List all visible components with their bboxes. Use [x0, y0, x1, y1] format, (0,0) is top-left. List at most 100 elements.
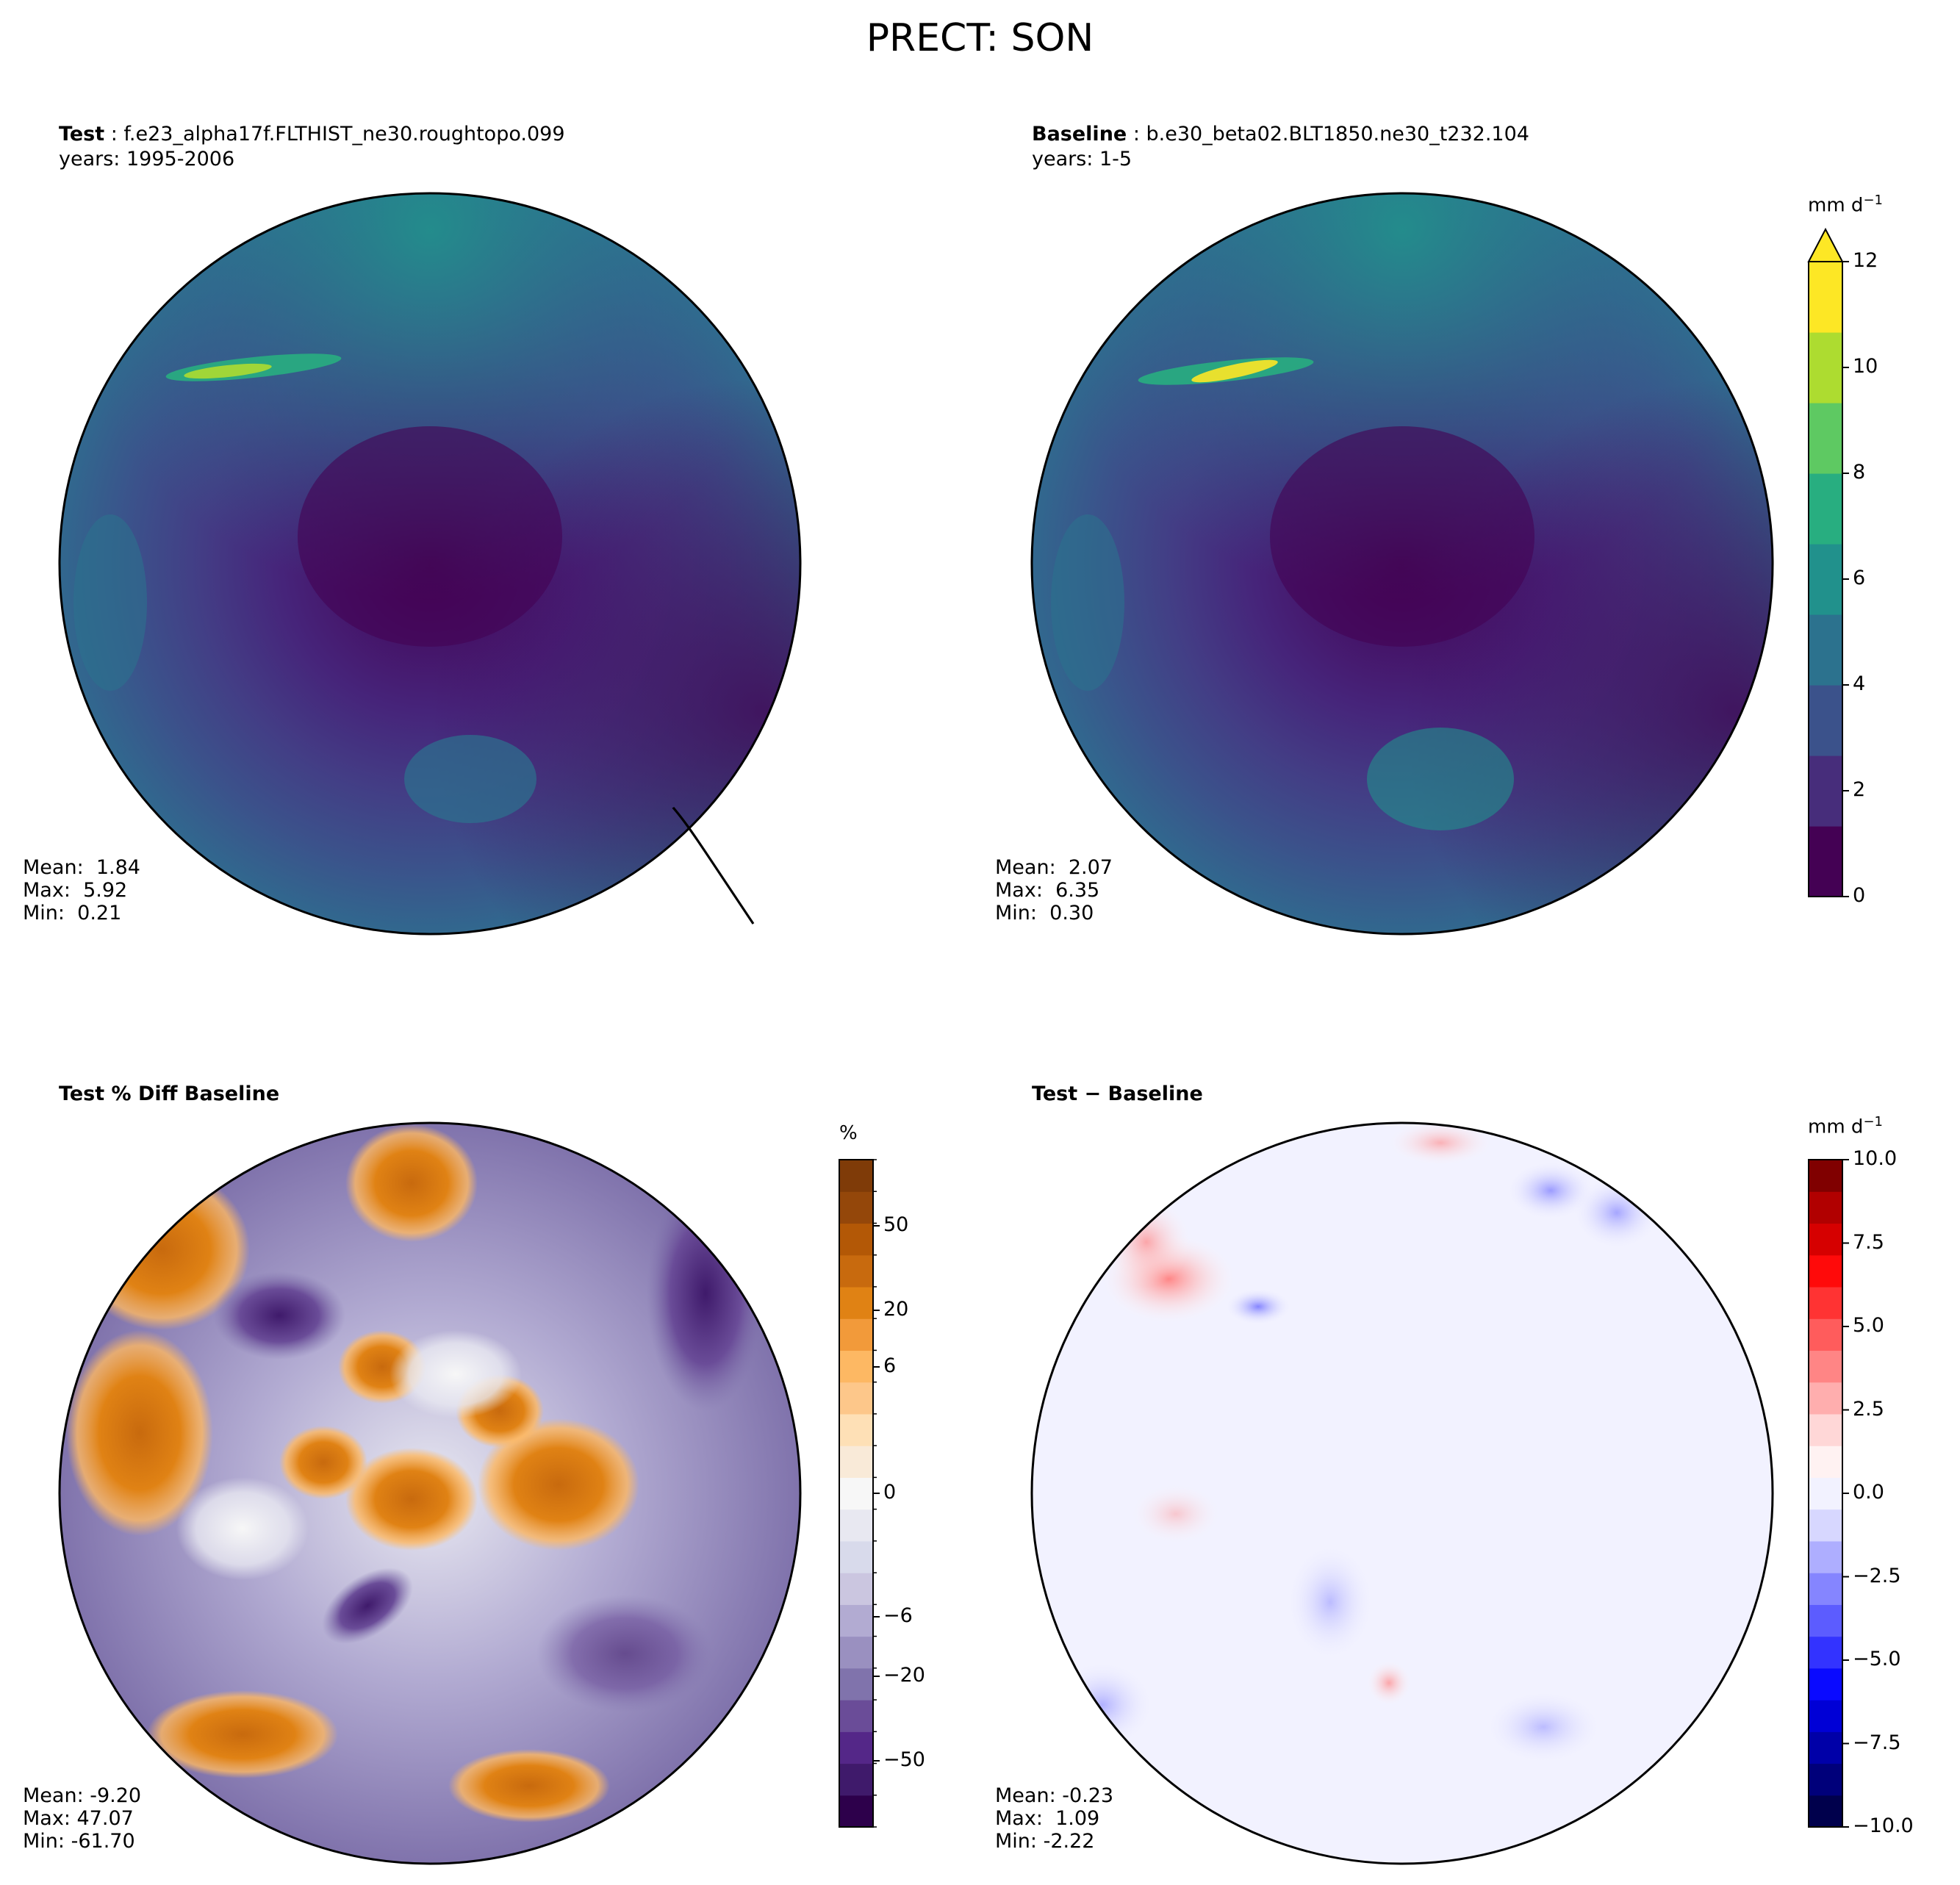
- pct-diff-stats-mean: Mean: -9.20: [23, 1784, 142, 1807]
- test-stats: Mean: 1.84 Max: 5.92 Min: 0.21: [23, 856, 140, 924]
- pct-diff-panel-title: Test % Diff Baseline: [59, 1082, 280, 1105]
- colorbar-segment: [1809, 1636, 1842, 1669]
- colorbar-tick-label: −7.5: [1853, 1731, 1901, 1754]
- colorbar-tick-label: −5.0: [1853, 1648, 1901, 1670]
- colorbar-segment: [1809, 1604, 1842, 1637]
- colorbar-segment: [1809, 473, 1842, 545]
- colorbar-segment: [1809, 1763, 1842, 1796]
- colorbar-segment: [1809, 1540, 1842, 1573]
- pct-diff-stats-max: Max: 47.07: [23, 1807, 134, 1830]
- colorbar-segment: [1809, 1477, 1842, 1510]
- colorbar-segment: [1809, 755, 1842, 827]
- colorbar-tick-label: 7.5: [1853, 1230, 1884, 1254]
- colorbar-tick-label: 20: [883, 1298, 909, 1321]
- colorbar-segment: [1809, 1223, 1842, 1256]
- colorbar-segment: [839, 1477, 873, 1510]
- colorbar-segment: [1809, 1254, 1842, 1288]
- colorbar-tick-label: 0.0: [1853, 1481, 1884, 1504]
- colorbar-segment: [839, 1446, 873, 1478]
- colorbar-segment: [839, 1223, 873, 1256]
- diff-stats-min: Min: -2.22: [995, 1830, 1095, 1853]
- colorbar-segment: [1809, 1446, 1842, 1478]
- test-panel-years: years: 1995-2006: [59, 148, 235, 170]
- colorbar-segment: [1809, 1573, 1842, 1605]
- colorbar-tick-label: 50: [883, 1213, 909, 1236]
- colorbar-segment: [1809, 262, 1842, 333]
- colorbar-segment: [1809, 1286, 1842, 1319]
- pct-diff-colorbar: [839, 1159, 880, 1828]
- colorbar-segment: [1809, 1318, 1842, 1351]
- baseline-stats-max: Max: 6.35: [995, 879, 1100, 902]
- colorbar-segment: [839, 1795, 873, 1828]
- colorbar-segment: [1809, 826, 1842, 897]
- colorbar-segment: [1809, 1731, 1842, 1764]
- colorbar-segment: [839, 1286, 873, 1319]
- colorbar-segment: [1809, 403, 1842, 474]
- colorbar-segment: [1809, 544, 1842, 615]
- diff-colorbar: [1808, 1159, 1849, 1828]
- colorbar-tick-label: 2: [1853, 778, 1866, 801]
- pct-diff-map: [58, 1121, 802, 1865]
- colorbar-tick-label: −20: [883, 1664, 925, 1687]
- colorbar-tick-label: −6: [883, 1604, 913, 1627]
- colorbar-segment: [839, 1636, 873, 1669]
- diff-map: [1030, 1121, 1774, 1865]
- test-stats-min: Min: 0.21: [23, 902, 122, 924]
- colorbar-segment: [839, 1350, 873, 1383]
- colorbar-segment: [1809, 614, 1842, 686]
- baseline-stats-min: Min: 0.30: [995, 902, 1094, 924]
- diff-colorbar-unit: mm d−1: [1808, 1114, 1883, 1138]
- baseline-map: [1030, 192, 1774, 936]
- colorbar-segment: [1809, 1509, 1842, 1542]
- colorbar-segment: [1809, 1382, 1842, 1415]
- test-stats-mean: Mean: 1.84: [23, 856, 140, 879]
- colorbar-segment: [1809, 1667, 1842, 1701]
- colorbar-segment: [1809, 1700, 1842, 1732]
- colorbar-segment: [839, 1254, 873, 1288]
- diff-panel-title: Test − Baseline: [1032, 1082, 1203, 1105]
- colorbar-segment: [839, 1318, 873, 1351]
- pct-diff-colorbar-unit: %: [839, 1122, 858, 1144]
- colorbar-tick-label: 12: [1853, 249, 1878, 272]
- test-stats-max: Max: 5.92: [23, 879, 128, 902]
- colorbar-segment: [839, 1413, 873, 1446]
- colorbar-segment: [839, 1763, 873, 1796]
- colorbar-segment: [839, 1573, 873, 1605]
- colorbar-segment: [839, 1382, 873, 1415]
- colorbar-segment: [839, 1604, 873, 1637]
- colorbar-segment: [1809, 1160, 1842, 1192]
- colorbar-segment: [839, 1700, 873, 1732]
- colorbar-tick-label: 0: [883, 1481, 897, 1504]
- colorbar-tick-label: −10.0: [1853, 1814, 1914, 1837]
- colorbar-segment: [839, 1731, 873, 1764]
- pct-diff-stats: Mean: -9.20 Max: 47.07 Min: -61.70: [23, 1784, 141, 1853]
- viridis-colorbar: [1807, 227, 1849, 897]
- colorbar-tick-label: 0: [1853, 884, 1866, 907]
- diff-stats-max: Max: 1.09: [995, 1807, 1100, 1830]
- test-panel-title: Test : f.e23_alpha17f.FLTHIST_ne30.rough…: [59, 123, 565, 146]
- colorbar-segment: [839, 1191, 873, 1224]
- figure-title: PRECT: SON: [866, 16, 1094, 60]
- colorbar-segment: [839, 1540, 873, 1573]
- colorbar-tick-label: 4: [1853, 672, 1866, 695]
- diff-stats-mean: Mean: -0.23: [995, 1784, 1114, 1807]
- colorbar-tick-label: −50: [883, 1748, 925, 1771]
- colorbar-tick-label: 10.0: [1853, 1147, 1898, 1170]
- colorbar-segment: [1809, 1413, 1842, 1446]
- colorbar-tick-label: 6: [1853, 567, 1866, 589]
- viridis-colorbar-unit: mm d−1: [1808, 193, 1883, 217]
- colorbar-segment: [839, 1509, 873, 1542]
- baseline-panel-years: years: 1-5: [1032, 148, 1132, 170]
- pct-diff-stats-min: Min: -61.70: [23, 1830, 135, 1853]
- colorbar-segment: [1809, 1191, 1842, 1224]
- colorbar-tick-label: 8: [1853, 461, 1866, 484]
- diff-stats: Mean: -0.23 Max: 1.09 Min: -2.22: [995, 1784, 1113, 1853]
- colorbar-tick-label: 2.5: [1853, 1397, 1884, 1421]
- colorbar-tick-label: −2.5: [1853, 1564, 1901, 1587]
- colorbar-segment: [1809, 1350, 1842, 1383]
- colorbar-segment: [1809, 1795, 1842, 1828]
- colorbar-tick-label: 6: [883, 1354, 897, 1377]
- baseline-stats: Mean: 2.07 Max: 6.35 Min: 0.30: [995, 856, 1113, 924]
- colorbar-tick-label: 5.0: [1853, 1314, 1884, 1337]
